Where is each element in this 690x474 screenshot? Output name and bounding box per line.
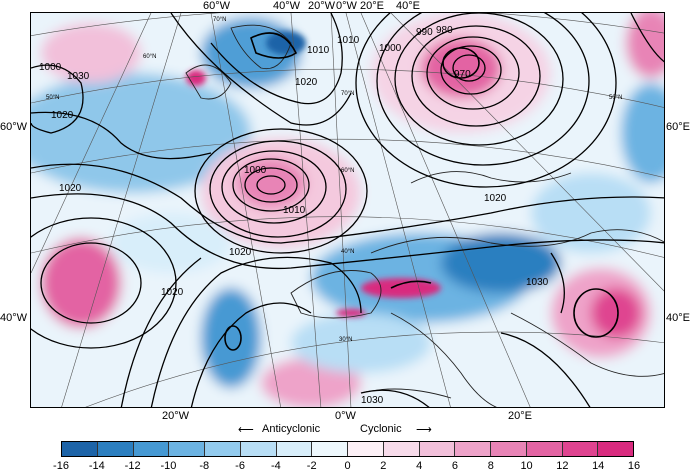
isobar-label: 1020 [51, 110, 74, 121]
colorbar-tick-label: -8 [199, 460, 210, 472]
right-label-60e: 60°E [666, 121, 690, 133]
left-arrow-icon: ⟵ [238, 424, 254, 436]
top-lon-label-0w: 0°W [336, 0, 357, 12]
cyclonic-label: Cyclonic [360, 423, 402, 435]
cyclonic-legend: ⟵ Anticyclonic Cyclonic ⟶ [238, 423, 438, 437]
colorbar-cell [169, 442, 205, 456]
colorbar-tick-label: 0 [344, 460, 351, 472]
right-arrow-icon: ⟶ [416, 424, 432, 436]
grid-label: 70°N [341, 91, 354, 97]
colorbar-tick-label: 16 [627, 460, 641, 472]
isobar-label: 1010 [283, 205, 306, 216]
anomaly-shading [31, 13, 664, 407]
colorbar-tick-label: -10 [160, 460, 177, 472]
grid-lat-labels: 70°N 60°N 50°N 40°N 30°N 70°N 60°N 50°N [46, 17, 622, 343]
colorbar-cell [312, 442, 348, 456]
colorbar-tick-label: -4 [270, 460, 281, 472]
isobar-label: 1030 [361, 395, 384, 406]
grid-label: 60°N [143, 54, 156, 60]
colorbar-tick-label: 10 [520, 460, 533, 472]
bottom-lon-label-0w: 0°W [335, 410, 356, 422]
colorbar-cell [419, 442, 456, 456]
map-canvas: 1000 1020 1020 1020 1020 1000 1010 1020 … [31, 13, 664, 407]
colorbar-tick-label: -6 [235, 460, 245, 472]
isobar-label: 1020 [59, 183, 82, 194]
isobar-label: 980 [436, 25, 453, 36]
isobar-label: 1030 [526, 277, 549, 288]
isobar-label: 1010 [307, 45, 330, 56]
isobar-label: 1000 [244, 165, 267, 176]
grid-label: 70°N [213, 17, 226, 23]
colorbar-cell [62, 442, 98, 456]
colorbar-tick-label: -14 [88, 460, 105, 472]
isobar-label: 1020 [295, 77, 318, 88]
top-lon-label-20e: 20°E [360, 0, 384, 12]
anomaly-outlines [224, 32, 619, 351]
colorbar-cell [348, 442, 384, 456]
colorbar-tick-label: 12 [556, 460, 569, 472]
isobar-label: 1000 [39, 62, 62, 73]
bottom-lon-label-20w: 20°W [162, 410, 190, 422]
top-lon-label-60w: 60°W [203, 0, 231, 12]
isobar-label: 1010 [337, 35, 360, 46]
colorbar [61, 441, 634, 457]
bottom-lon-label-20e: 20°E [508, 410, 532, 422]
colorbar-cell [526, 442, 563, 456]
grid-label: 40°N [341, 249, 354, 255]
anomaly-detail [186, 31, 441, 317]
isobar-label: 1020 [161, 287, 184, 298]
colorbar-cell [276, 442, 313, 456]
top-lon-label-40w: 40°W [273, 0, 301, 12]
colorbar-cell [240, 442, 277, 456]
top-lon-label-20w: 20°W [308, 0, 336, 12]
isobar-label: 1020 [484, 193, 507, 204]
isobar-label: 990 [416, 27, 433, 38]
isobar-label: 1020 [229, 247, 252, 258]
left-label-60w: 60°W [0, 121, 28, 133]
grid-label: 30°N [339, 337, 352, 343]
left-label-40w: 40°W [0, 312, 28, 324]
colorbar-cell [97, 442, 134, 456]
colorbar-cell [491, 442, 527, 456]
colorbar-ticks: -16 -14 -12 -10 -8 -6 -4 -2 0 2 4 6 8 10 12 14 16 [53, 460, 640, 472]
grid-label: 60°N [341, 168, 354, 174]
isobar-label: 1000 [379, 43, 402, 54]
anticyclonic-label: Anticyclonic [262, 423, 321, 435]
grid-label: 50°N [609, 95, 622, 101]
colorbar-tick-label: 4 [416, 460, 423, 472]
isobar-label: 1030 [67, 71, 90, 82]
colorbar-tick-label: 6 [451, 460, 458, 472]
colorbar-tick-label: -2 [306, 460, 317, 472]
colorbar-tick-label: 14 [592, 460, 605, 472]
colorbar-tick-label: 8 [487, 460, 494, 472]
colorbar-cell [562, 442, 599, 456]
colorbar-cell [383, 442, 420, 456]
colorbar-tick-label: 2 [380, 460, 387, 472]
right-label-40e: 40°E [666, 312, 690, 324]
isobar-labels: 1000 1020 1020 1020 1020 1000 1010 1020 … [39, 25, 549, 406]
top-lon-label-40e: 40°E [396, 0, 420, 12]
map-frame: 1000 1020 1020 1020 1020 1000 1010 1020 … [30, 12, 665, 408]
grid-label: 50°N [46, 95, 59, 101]
colorbar-cell [598, 442, 633, 456]
isobar-label: 970 [454, 69, 471, 80]
isobars [31, 13, 664, 407]
colorbar-cell [205, 442, 241, 456]
colorbar-cell [455, 442, 491, 456]
colorbar-tick-label: -16 [53, 460, 69, 472]
colorbar-cell [133, 442, 170, 456]
colorbar-tick-label: -12 [124, 460, 141, 472]
